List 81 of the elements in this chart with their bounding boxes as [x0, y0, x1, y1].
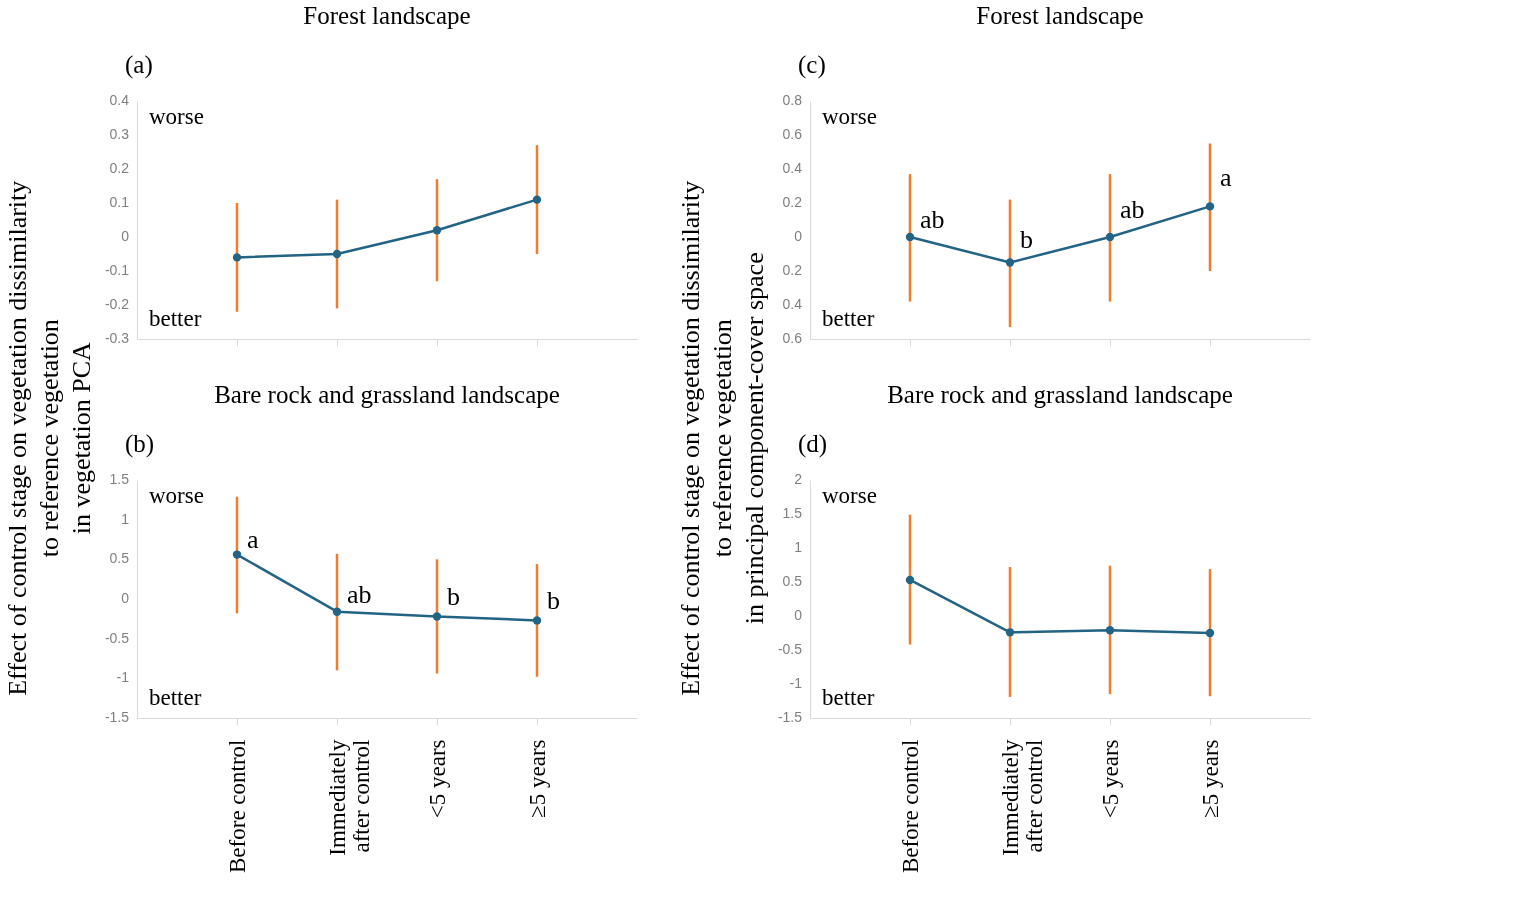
- point: [332, 249, 342, 259]
- point: [232, 550, 242, 559]
- y-tick-label: 1: [794, 539, 803, 555]
- point: [1005, 258, 1015, 267]
- annotation: worse: [822, 483, 877, 508]
- annotation: b: [547, 585, 560, 615]
- annotation: ab: [1120, 194, 1145, 224]
- annotation: ab: [920, 205, 945, 234]
- y-tick-label: 0: [121, 590, 130, 606]
- y-tick-label: 0: [794, 607, 803, 623]
- annotation: worse: [149, 104, 204, 129]
- x-tick-label: <5 years: [424, 739, 450, 819]
- x-tick-label: ≥5 years: [524, 739, 550, 818]
- point: [532, 616, 542, 625]
- point: [532, 195, 542, 204]
- point: [1005, 628, 1015, 637]
- point: [905, 232, 915, 242]
- chart-title: Bare rock and grassland landscape: [887, 381, 1233, 408]
- text: (a): [125, 51, 153, 79]
- point: [432, 612, 442, 621]
- y-tick-label: -0.3: [104, 330, 130, 346]
- y-tick-label: 2: [794, 471, 803, 487]
- annotation: b: [1020, 225, 1033, 255]
- y-tick-label: 1: [121, 510, 130, 527]
- y-tick-label: 0.1: [109, 194, 130, 210]
- annotation: better: [149, 685, 202, 710]
- annotation: better: [822, 685, 875, 710]
- y-tick-label: -0.5: [777, 641, 803, 657]
- x-tick-label: Before control: [224, 739, 250, 873]
- point: [1205, 202, 1215, 211]
- y-tick-label: 0.6: [782, 126, 803, 142]
- x-tick-label: ≥5 years: [1197, 739, 1223, 818]
- point: [905, 575, 915, 585]
- point: [1205, 628, 1215, 638]
- y-tick-label: 0.2: [782, 262, 803, 278]
- y-tick-label: -1: [116, 669, 130, 686]
- y-tick-label: -0.2: [104, 296, 130, 312]
- annotation: a: [1220, 162, 1232, 192]
- x-tick-label: Immediately after control: [324, 739, 374, 856]
- y-tick-label: 1.5: [782, 505, 803, 521]
- y-tick-label: 0.3: [109, 126, 130, 142]
- point: [232, 253, 242, 262]
- text: (b): [125, 430, 155, 458]
- y-axis-title: Effect of control stage on vegetation dissimilarity to reference vegetation in vegetation PCA: [2, 180, 96, 696]
- annotation: worse: [822, 104, 877, 129]
- x-tick-label: Before control: [897, 739, 923, 873]
- chart-title: Forest landscape: [976, 2, 1144, 29]
- text: (d): [798, 430, 828, 458]
- y-tick-label: 1.5: [109, 471, 130, 487]
- y-axis-title: Effect of control stage on vegetation dissimilarity to reference vegetation in principal component-cover space: [675, 180, 769, 696]
- annotation: ab: [347, 580, 372, 610]
- y-tick-label: 0.6: [782, 330, 803, 346]
- y-tick-label: 0.2: [782, 194, 803, 210]
- annotation: better: [149, 306, 202, 331]
- y-tick-label: 0.4: [782, 160, 803, 176]
- annotation: b: [447, 582, 460, 612]
- chart-title: Forest landscape: [303, 2, 471, 29]
- y-tick-label: -1: [789, 675, 803, 691]
- y-tick-label: 0.5: [782, 573, 803, 589]
- y-tick-label: -0.5: [104, 629, 130, 646]
- point: [1105, 232, 1115, 242]
- point: [432, 226, 442, 235]
- y-tick-label: -1.5: [777, 709, 803, 725]
- y-tick-label: 0: [121, 228, 130, 244]
- y-tick-label: 0.8: [782, 92, 803, 108]
- y-tick-label: 0.5: [109, 550, 130, 567]
- y-tick-label: -1.5: [104, 709, 130, 725]
- point: [1105, 626, 1115, 635]
- x-tick-label: <5 years: [1097, 739, 1123, 819]
- annotation: worse: [149, 483, 204, 508]
- y-tick-label: 0.4: [109, 92, 130, 108]
- annotation: better: [822, 306, 875, 331]
- y-tick-label: -0.1: [104, 262, 130, 278]
- text: (c): [798, 51, 826, 79]
- point: [332, 607, 342, 616]
- chart-title: Bare rock and grassland landscape: [214, 381, 560, 408]
- y-tick-label: 0.4: [782, 296, 803, 312]
- x-tick-label: Immediately after control: [997, 739, 1047, 856]
- annotation: a: [247, 524, 259, 554]
- y-tick-label: 0: [794, 228, 803, 244]
- y-tick-label: 0.2: [109, 160, 130, 176]
